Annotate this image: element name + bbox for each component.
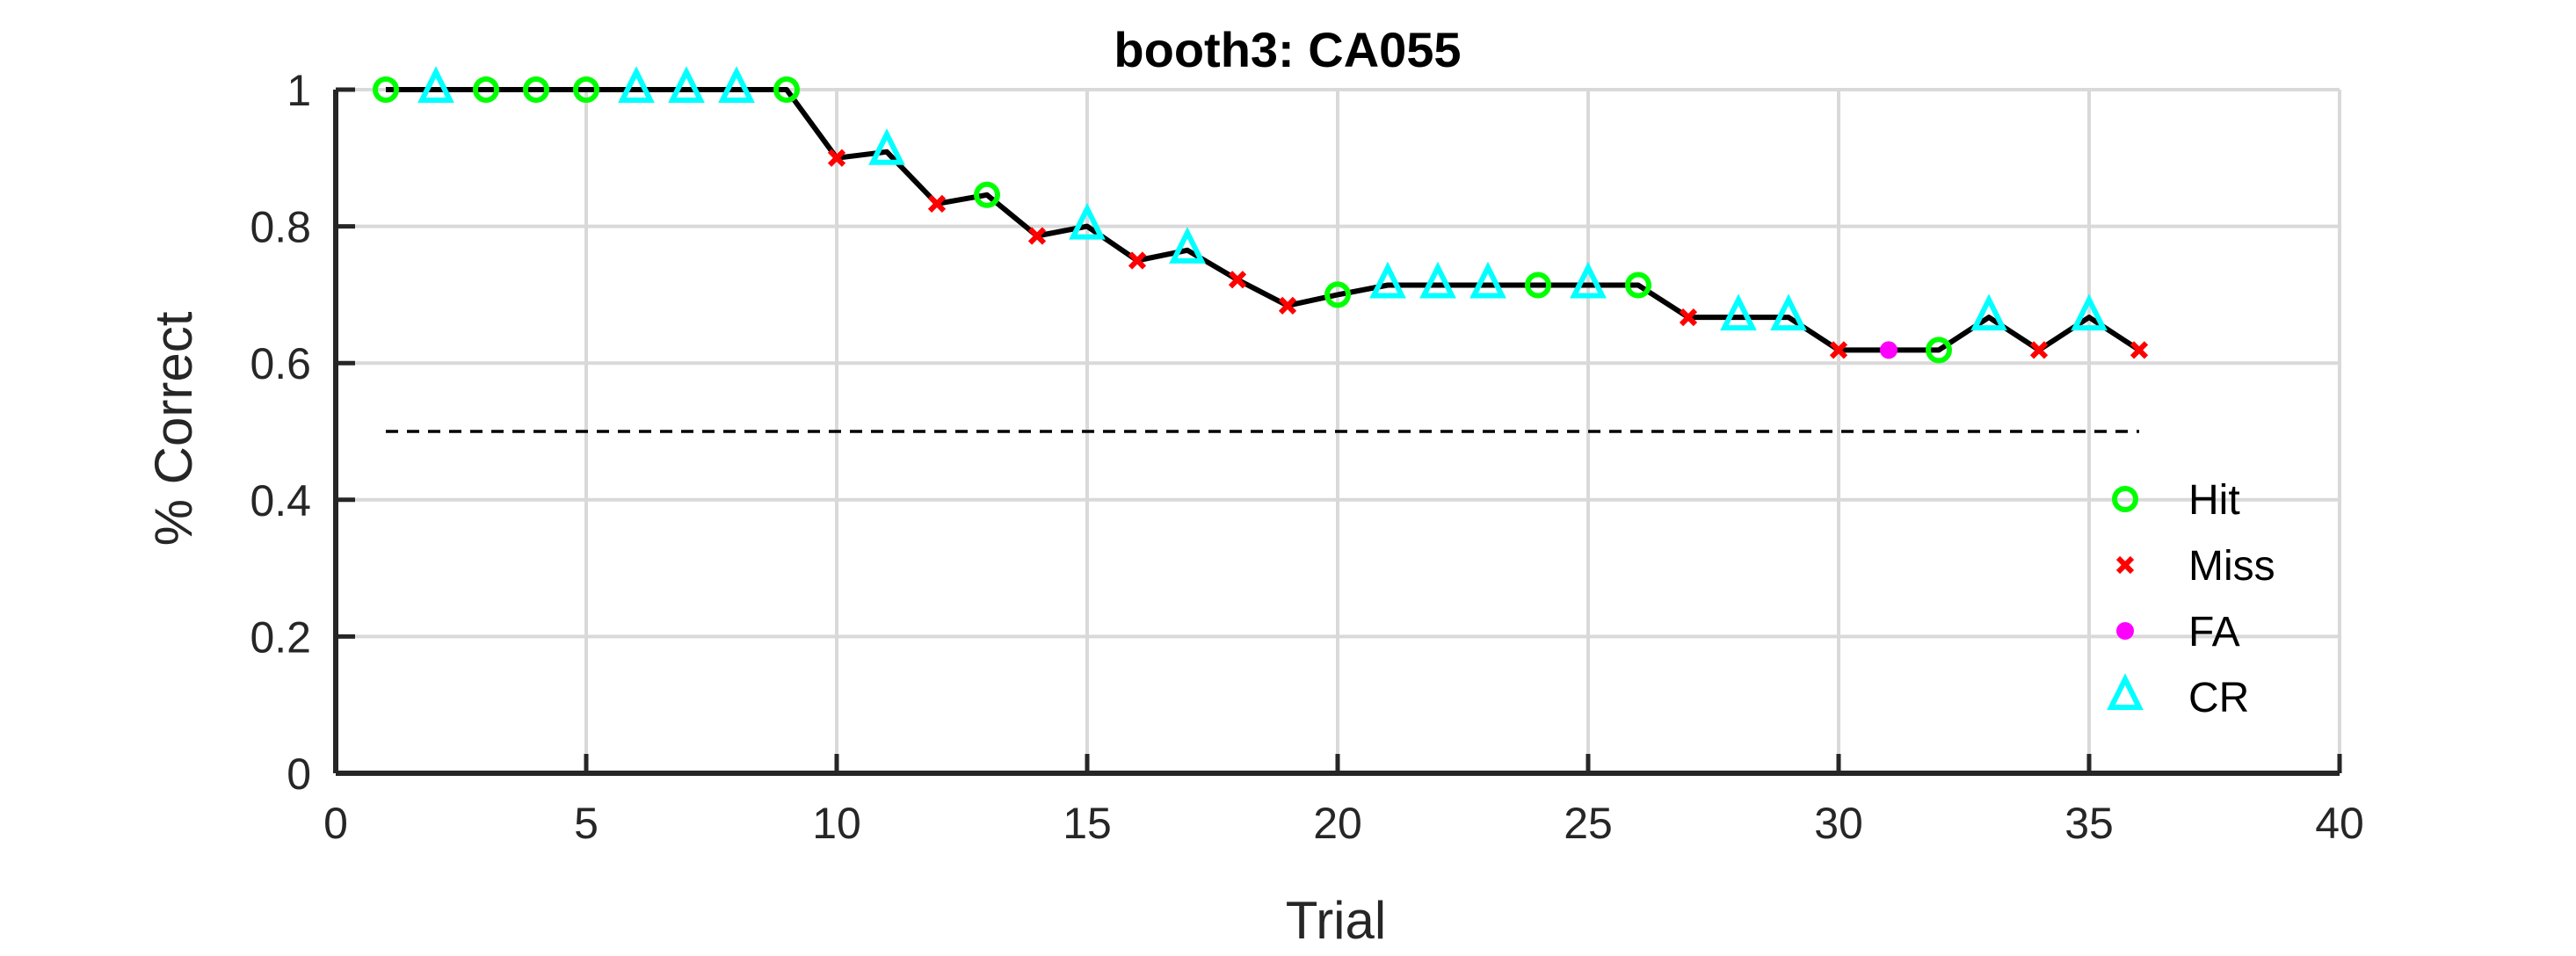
x-tick-label: 25 [1564, 799, 1613, 848]
cr-marker [1169, 227, 1206, 264]
cr-marker [718, 66, 755, 103]
miss-stroke [2130, 341, 2149, 359]
miss-marker [827, 148, 846, 167]
miss-stroke [2115, 555, 2135, 575]
hit-marker [523, 76, 549, 103]
y-tick-label: 0.2 [250, 612, 311, 662]
miss-stroke [1679, 308, 1698, 327]
legend-label-cr: CR [2188, 675, 2249, 721]
y-tick-label: 0.8 [250, 203, 311, 252]
hit-marker [1625, 272, 1651, 299]
cr-marker [1970, 293, 2007, 331]
miss-marker [1278, 296, 1297, 315]
legend-cr-icon [2107, 673, 2144, 710]
cr-marker [1770, 293, 1807, 331]
legend-miss-icon [2115, 555, 2135, 575]
x-axis-label: Trial [1286, 891, 1386, 950]
y-tick-label: 0.4 [250, 476, 311, 525]
x-tick-label: 20 [1313, 799, 1362, 848]
cr-marker [1069, 202, 1106, 240]
y-tick-label: 1 [287, 66, 311, 115]
miss-marker [2029, 341, 2049, 359]
performance-line [386, 87, 2141, 353]
miss-marker [1829, 341, 1848, 359]
legend-label-miss: Miss [2188, 543, 2275, 590]
miss-stroke [2029, 341, 2049, 359]
miss-marker [1228, 271, 1247, 289]
x-tick-label: 40 [2315, 799, 2364, 848]
miss-marker [1027, 227, 1047, 245]
hit-marker [1324, 281, 1351, 308]
miss-stroke [927, 194, 947, 214]
hit-marker [1926, 337, 1952, 364]
miss-stroke [1278, 296, 1297, 315]
x-tick-label: 30 [1814, 799, 1863, 848]
legend-fa-icon [2116, 622, 2134, 640]
data-markers [373, 66, 2149, 364]
legend-label-fa: FA [2188, 609, 2240, 655]
x-tick-label: 10 [812, 799, 861, 848]
cr-marker [417, 66, 454, 103]
cr-marker [1369, 261, 1406, 299]
hit-marker [773, 76, 800, 103]
cr-marker [618, 66, 655, 103]
cr-marker [1720, 293, 1757, 331]
axes [333, 87, 2342, 776]
cr-marker [1570, 261, 1607, 299]
cr-marker [2071, 293, 2108, 331]
cr-marker [868, 128, 905, 165]
miss-marker [927, 194, 947, 214]
x-tick-label: 15 [1063, 799, 1112, 848]
cr-marker [1419, 261, 1456, 299]
miss-stroke [1128, 251, 1147, 270]
miss-marker [1128, 251, 1147, 270]
legend-hit-icon [2112, 486, 2138, 512]
performance-curve [386, 87, 2141, 353]
legend: Hit Miss FA CR [2107, 477, 2275, 721]
chart-title: booth3: CA055 [1114, 22, 1461, 77]
miss-stroke [1829, 341, 1848, 359]
tick-labels: 0 5 10 15 20 25 30 35 40 0 0.2 0.4 0.6 0.8 1 [250, 66, 2363, 848]
hit-marker [473, 76, 499, 103]
hit-marker [573, 76, 599, 103]
miss-marker [1679, 308, 1698, 327]
hit-marker [373, 76, 399, 103]
hit-marker [974, 181, 1000, 208]
y-tick-label: 0.6 [250, 339, 311, 388]
miss-stroke [1228, 271, 1247, 289]
y-tick-label: 0 [287, 750, 311, 799]
miss-stroke [827, 148, 846, 167]
fa-marker [1880, 341, 1898, 359]
miss-marker [2130, 341, 2149, 359]
miss-stroke [1027, 227, 1047, 245]
cr-marker [1469, 261, 1506, 299]
x-tick-label: 0 [323, 799, 348, 848]
cr-marker [668, 66, 705, 103]
x-tick-label: 35 [2064, 799, 2114, 848]
x-tick-label: 5 [574, 799, 599, 848]
legend-label-hit: Hit [2188, 477, 2240, 524]
hit-marker [1525, 272, 1551, 299]
y-axis-label: % Correct [144, 311, 203, 546]
